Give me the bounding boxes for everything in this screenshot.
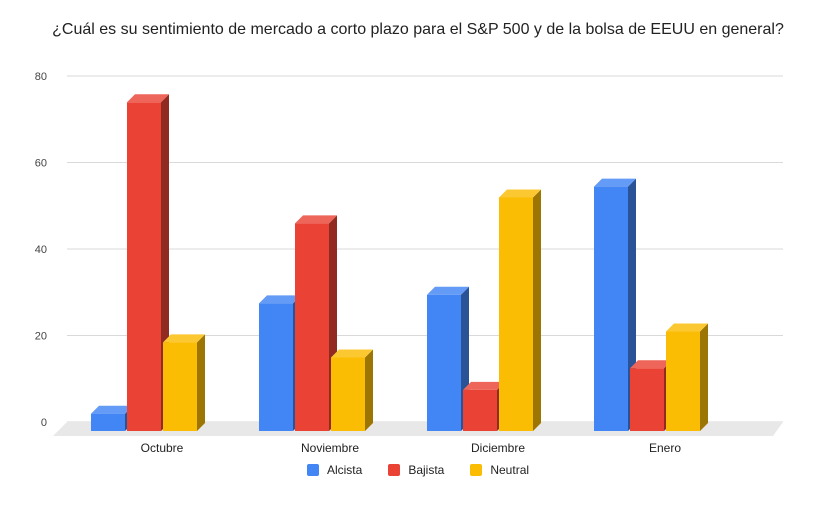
bar-side (365, 349, 373, 431)
bar-top (463, 381, 505, 390)
bar (630, 360, 672, 431)
legend: Alcista Bajista Neutral (0, 463, 836, 477)
bar-front (331, 357, 365, 431)
bar (295, 215, 337, 431)
bar-side (700, 323, 708, 431)
bars (91, 94, 708, 432)
y-tick-label: 40 (35, 244, 47, 256)
legend-label: Bajista (408, 463, 445, 477)
bar-top (127, 94, 169, 103)
y-tick-label: 60 (35, 158, 47, 170)
bar-front (127, 102, 161, 432)
y-tick-label: 20 (35, 331, 47, 343)
bar-top (295, 215, 337, 224)
bar-top (427, 286, 469, 295)
bar-top (163, 334, 205, 343)
x-tick-label: Enero (649, 441, 681, 455)
chart-title: ¿Cuál es su sentimiento de mercado a cor… (52, 21, 784, 38)
legend-label: Neutral (490, 463, 530, 477)
bar-top (630, 360, 672, 369)
bar-top (666, 323, 708, 332)
legend-label: Alcista (326, 463, 363, 477)
bar (91, 405, 133, 431)
legend-swatch (306, 464, 319, 476)
legend-swatch (470, 464, 483, 476)
x-tick-label: Noviembre (301, 441, 359, 455)
bar (666, 323, 708, 431)
legend-swatch (388, 464, 401, 476)
legend-item: Alcista (306, 463, 363, 477)
bar (463, 381, 505, 431)
bar (594, 178, 636, 431)
bar-front (463, 389, 497, 431)
bar-front (427, 294, 461, 431)
bar (163, 334, 205, 431)
x-tick-label: Diciembre (471, 441, 525, 455)
bar-top (331, 349, 373, 358)
bar (259, 295, 301, 431)
legend-item: Bajista (388, 463, 444, 477)
bar-top (259, 295, 301, 304)
bar-front (630, 368, 664, 431)
bar (499, 189, 541, 431)
x-axis-ticks: Octubre Noviembre Diciembre Enero (141, 441, 682, 455)
bar-front (163, 342, 197, 431)
bar-front (499, 197, 533, 431)
x-tick-label: Octubre (141, 441, 184, 455)
y-tick-label: 0 (41, 417, 47, 429)
bar-front (259, 303, 293, 431)
bar-top (499, 189, 541, 198)
bar-side (197, 334, 205, 431)
legend-item: Neutral (470, 463, 529, 477)
bar-front (666, 331, 700, 431)
bar-front (594, 186, 628, 431)
y-tick-label: 80 (35, 71, 47, 83)
bar-top (91, 405, 133, 414)
bar (427, 286, 469, 431)
bar (331, 349, 373, 431)
bar (127, 94, 169, 432)
bar-top (594, 178, 636, 187)
y-axis-ticks: 0 20 40 60 80 (35, 71, 47, 429)
bar-side (533, 189, 541, 431)
bar-front (295, 223, 329, 431)
bar-front (91, 413, 125, 431)
